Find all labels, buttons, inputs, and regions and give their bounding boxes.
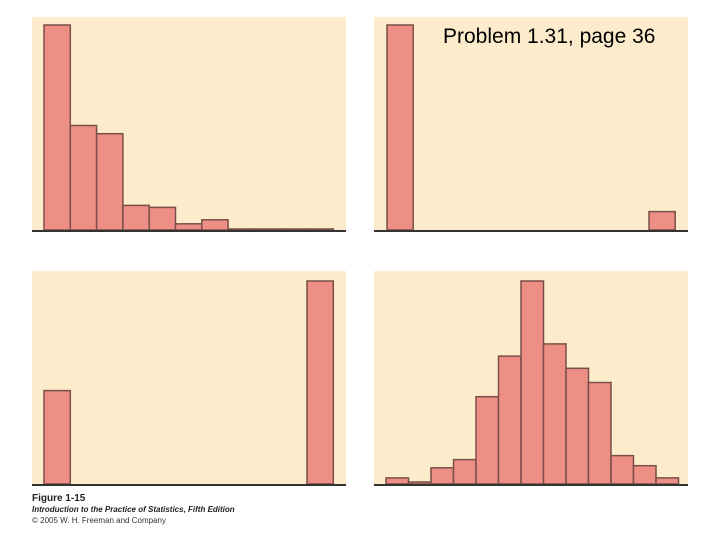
histogram-bar [253, 228, 282, 231]
histogram-bar [385, 477, 410, 485]
histogram-bar [632, 464, 657, 485]
histogram-bar [565, 367, 590, 485]
panel-top-left [32, 17, 346, 232]
histogram-bar [279, 228, 308, 231]
figure-caption: Figure 1-15 Introduction to the Practice… [32, 493, 235, 526]
histogram-bar [407, 481, 432, 485]
histogram-bar [306, 228, 335, 231]
histogram-bar [648, 210, 676, 231]
panel-top-right [374, 17, 688, 232]
histogram-bar [122, 204, 150, 231]
panel-background [374, 17, 688, 230]
panel-background [32, 271, 346, 485]
histogram-bar [452, 458, 477, 485]
histogram-bar [542, 343, 567, 485]
histogram-bars [385, 280, 680, 485]
histogram-bar [587, 381, 612, 485]
histogram-bar [148, 206, 177, 231]
histogram-bar [430, 467, 455, 485]
figure-number: Figure 1-15 [32, 493, 86, 504]
histogram-bar [520, 280, 545, 485]
histogram-bar [386, 24, 414, 231]
histogram-bars [43, 280, 335, 485]
histogram-bar [655, 477, 680, 485]
histogram-bar [69, 124, 98, 231]
histogram-bar [201, 219, 229, 231]
histogram-bar [227, 228, 256, 231]
histogram-bar [174, 223, 203, 231]
histogram-bar [95, 132, 124, 231]
histogram-bars [43, 24, 335, 231]
panel-bottom-right [374, 271, 688, 486]
histogram-bar [43, 24, 72, 231]
book-title: Introduction to the Practice of Statisti… [32, 505, 235, 514]
histogram-bar [306, 280, 335, 485]
histogram-bar [475, 395, 500, 485]
histogram-bar [43, 389, 72, 485]
histogram-bar [497, 355, 522, 485]
histogram-bar [610, 454, 635, 485]
panel-bottom-left [32, 271, 346, 486]
histogram-bars [386, 24, 676, 231]
copyright-line: © 2005 W. H. Freeman and Company [32, 516, 166, 525]
problem-title: Problem 1.31, page 36 [443, 25, 656, 48]
